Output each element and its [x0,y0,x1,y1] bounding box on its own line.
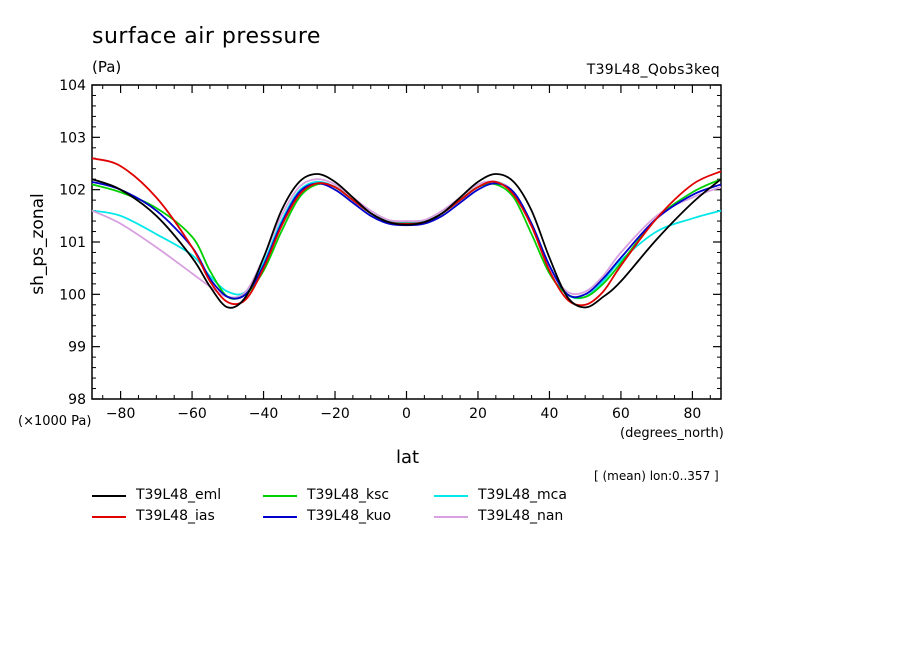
y-tick-label: 99 [68,340,86,356]
legend-swatch [92,516,126,518]
x-tick-label: 80 [683,406,701,422]
y-tick-label: 102 [59,183,86,199]
mean-note: [ (mean) lon:0..357 ] [594,469,719,483]
y-tick-label: 101 [59,235,86,251]
y-tick-label: 104 [59,78,86,94]
x-tick-label: 60 [612,406,630,422]
legend-label: T39L48_kuo [307,508,392,524]
y-tick-label: 98 [68,392,86,408]
x-tick-label: 40 [541,406,559,422]
x-axis-multiplier-note: (×1000 Pa) [18,414,92,429]
experiment-name: T39L48_Qobs3keq [586,62,720,78]
y-tick-label: 103 [59,130,86,146]
x-tick-label: −40 [249,406,279,422]
legend-swatch [263,516,297,518]
y-tick-label: 100 [59,287,86,303]
legend-swatch [434,516,468,518]
chart-title: surface air pressure [92,24,321,49]
series-line-T39L48_kuo [91,180,722,300]
legend-label: T39L48_ksc [307,487,390,503]
x-axis-label: lat [396,447,420,468]
x-tick-label: −20 [320,406,350,422]
x-tick-label: −80 [106,406,136,422]
plot-frame [91,84,722,400]
legend-swatch [263,495,297,497]
x-axis-units: (degrees_north) [620,426,724,441]
series-line-T39L48_eml [91,173,722,309]
chart-units: (Pa) [92,58,122,76]
legend-swatch [434,495,468,497]
x-tick-label: −60 [177,406,207,422]
legend-label: T39L48_ias [136,508,215,524]
legend-label: T39L48_nan [478,508,564,524]
x-tick-label: 0 [402,406,411,422]
series-line-T39L48_ias [91,157,722,307]
legend-label: T39L48_mca [478,487,567,503]
legend-swatch [92,495,126,497]
legend-label: T39L48_eml [136,487,222,503]
series-lines [91,157,722,309]
x-tick-label: 20 [469,406,487,422]
axis-ticks: −80 −60 −40 −20 0 20 40 60 80 98 99 100 101 102 103 104 [59,78,721,422]
